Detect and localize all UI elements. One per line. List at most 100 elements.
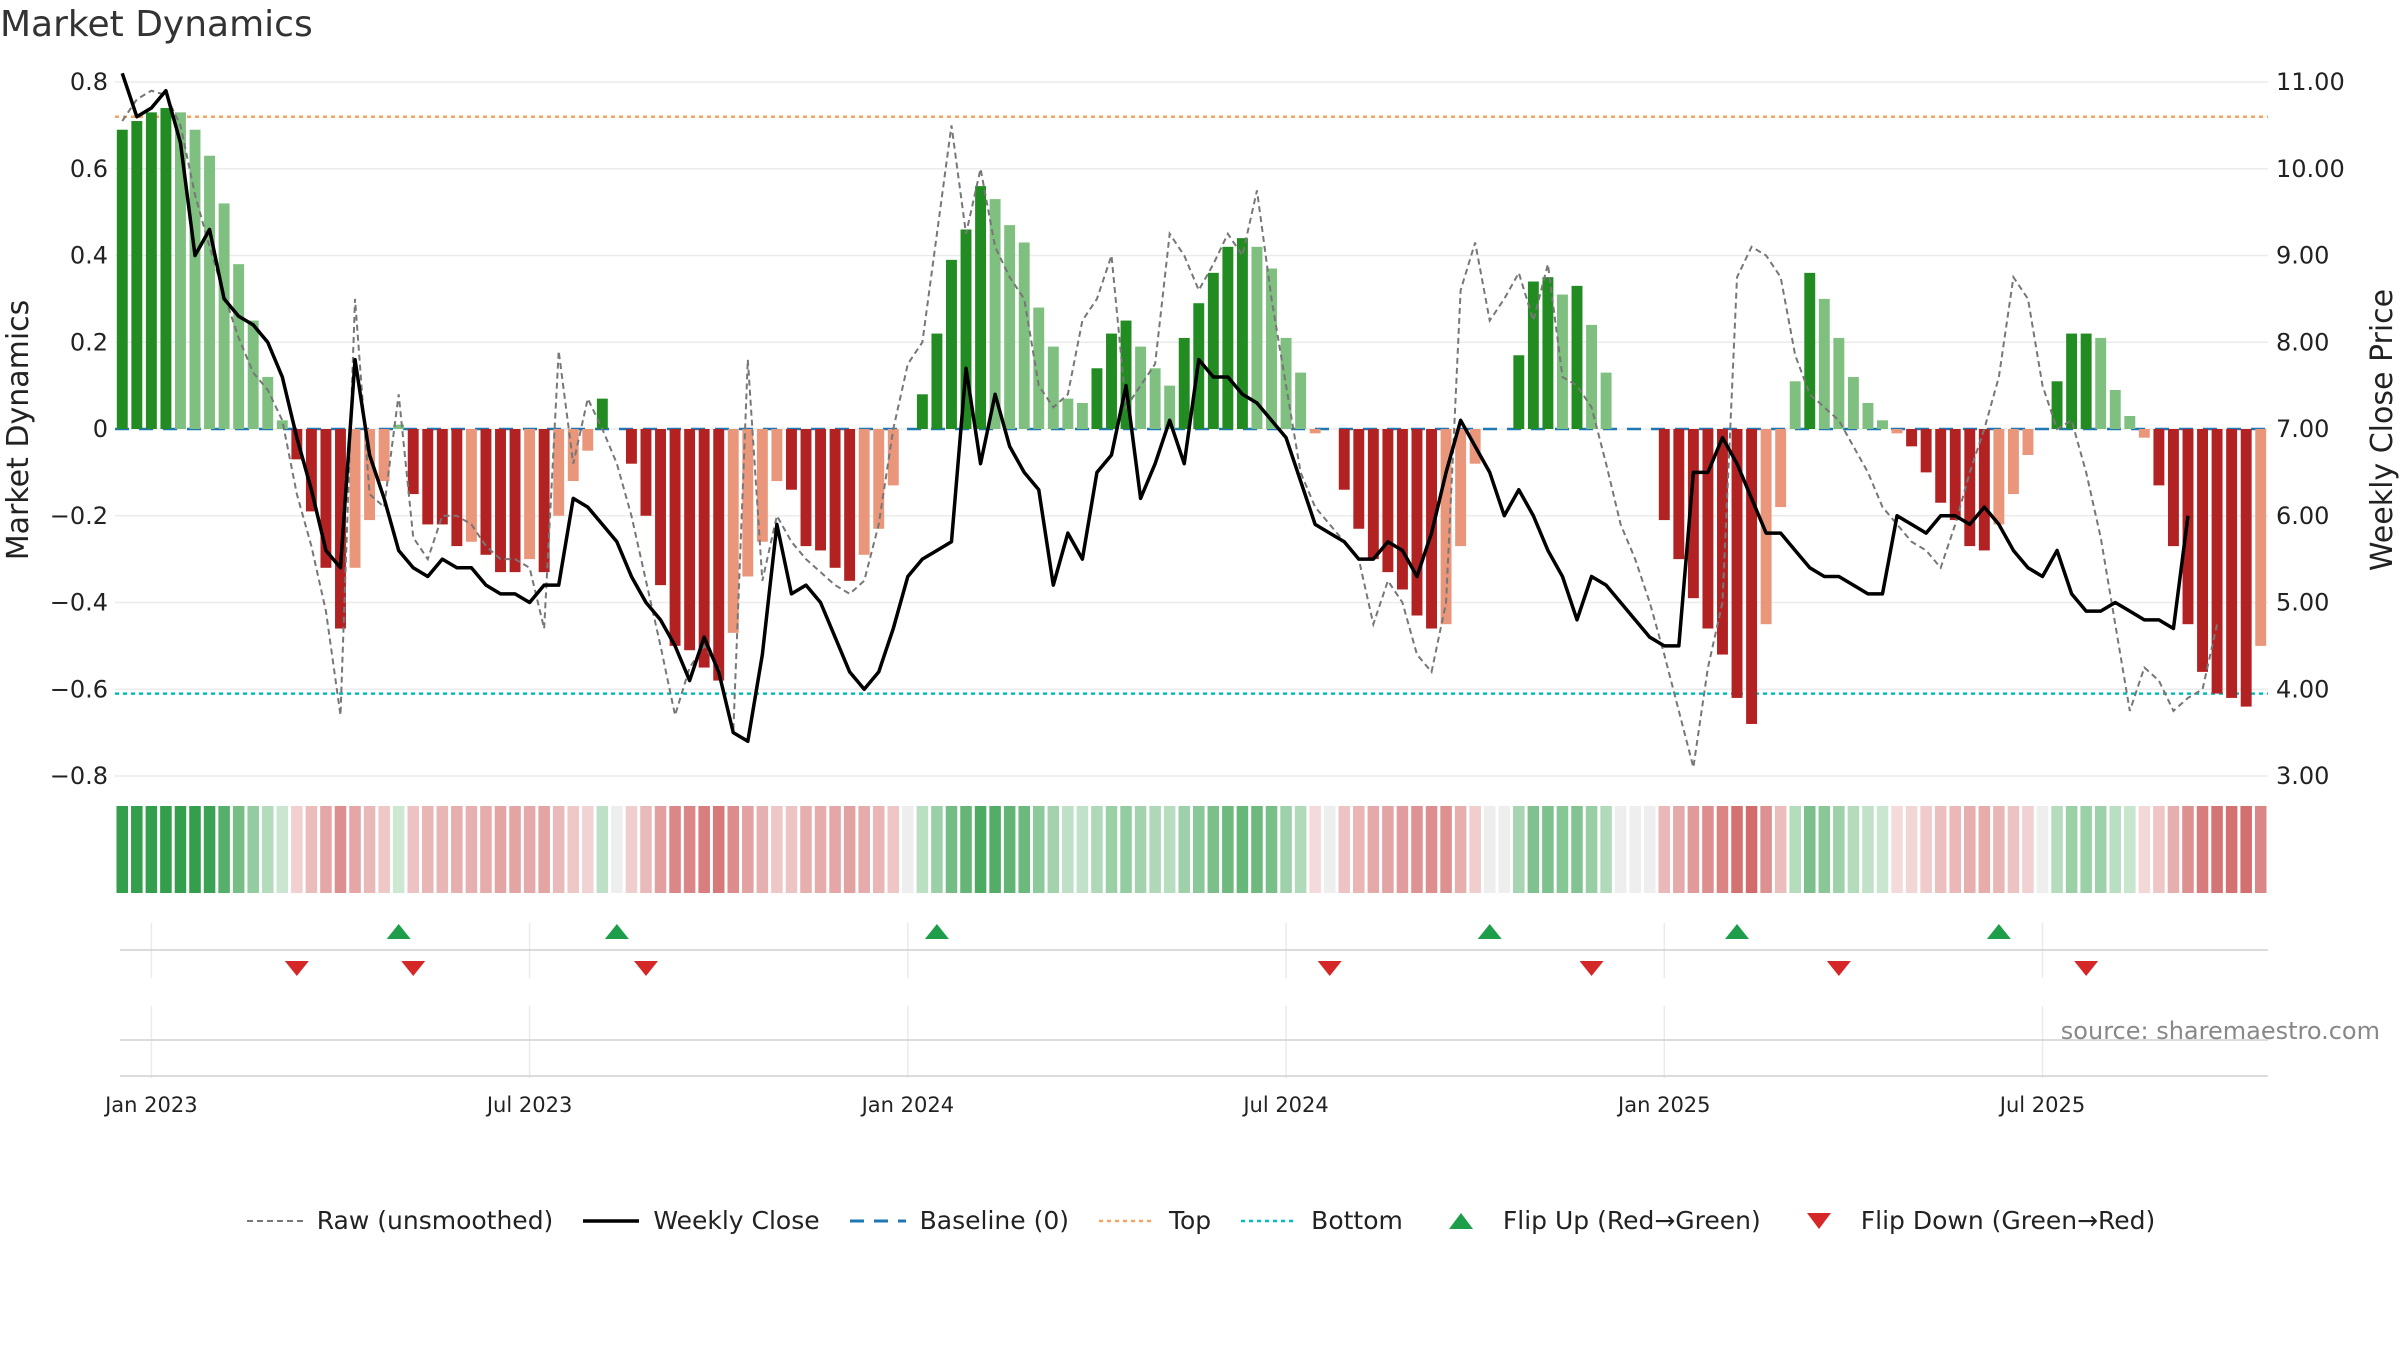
y2-tick-label: 11.00 [2276,68,2345,96]
dynamics-bar [1877,420,1888,429]
regime-cell [1149,806,1161,893]
y2-axis-label: Weekly Close Price [2365,289,2400,571]
regime-cell [2225,806,2238,893]
legend-label: Flip Up (Red→Green) [1502,1206,1761,1235]
dynamics-bar [1382,429,1394,573]
dynamics-bar [465,429,477,542]
regime-cell [1120,806,1132,893]
regime-cell [1411,806,1423,893]
regime-cell [2080,806,2092,893]
y2-tick-label: 6.00 [2276,502,2329,530]
regime-cell [974,806,987,893]
flip-down-marker [633,961,658,976]
flip-up-marker [1986,924,2011,939]
regime-cell [1702,806,1714,893]
regime-cell [465,806,478,893]
regime-cell [2007,806,2020,893]
regime-cell [378,806,390,893]
flip-down-icon [1806,1212,1831,1229]
regime-cell [1556,806,1569,893]
lines [120,72,2219,768]
dynamics-bar [1164,385,1176,429]
dynamics-bar [1687,429,1699,599]
regime-cell [1236,806,1249,893]
regime-cell [843,806,856,893]
regime-cell [1396,806,1409,893]
regime-cell [1178,806,1190,893]
dynamics-bar [1120,320,1132,429]
dynamics-bar [1949,429,1961,521]
dynamics-bar [538,429,550,573]
regime-cell [2036,806,2049,893]
dynamics-bar [1207,272,1219,429]
regime-cell [1280,806,1292,893]
regime-cell [1585,806,1598,893]
dynamics-bar [1004,225,1016,429]
regime-cell [1600,806,1612,893]
y-axis-label: Market Dynamics [1,300,36,561]
gridlines [115,81,2268,1078]
regime-cell [611,806,623,893]
y-tick-label: 0 [93,415,108,443]
regime-cell [1323,806,1336,893]
dynamics-bar [1600,372,1612,429]
regime-cell [1440,806,1452,893]
dynamics-bar [349,429,361,568]
y-tick-label: 0.8 [70,68,108,96]
regime-cell [480,806,492,893]
dynamics-bar [422,429,434,525]
y-tick-label: −0.4 [50,589,108,617]
regime-cell [2109,806,2122,893]
regime-cell [742,806,754,893]
dynamics-bar [2109,389,2121,429]
dynamics-bar [684,429,696,651]
dynamics-bar [975,186,987,429]
legend-label: Baseline (0) [919,1206,1069,1235]
y2-tick-label: 9.00 [2276,242,2329,270]
flip-up-marker [1477,924,1502,939]
dynamics-bar [1760,429,1772,625]
baseline-swatch [849,1219,906,1222]
bottom-swatch [1241,1219,1298,1222]
dynamics-bar [2095,337,2107,429]
regime-cell [916,806,929,893]
x-tick-label: Jul 2024 [1241,1093,1328,1117]
dynamics-bar [2211,429,2223,694]
regime-cell [421,806,434,893]
regime-cell [1818,806,1831,893]
dynamics-bar [756,429,768,542]
dynamics-bar [407,429,419,495]
regime-cell [2196,806,2209,893]
regime-cell [1745,806,1758,893]
dynamics-bar [844,429,856,581]
regime-cell [625,806,638,893]
legend-item-baseline: Baseline (0) [848,1206,1069,1235]
x-tick-label: Jan 2025 [1616,1093,1711,1117]
dynamics-bar [1135,346,1147,429]
dynamics-bar [1280,337,1292,429]
regime-cell [1032,806,1045,893]
flip_up-swatch [1448,1212,1473,1229]
flip-up-icon [1448,1212,1473,1229]
regime-cell [902,806,914,893]
dynamics-bar [785,429,797,490]
regime-cell [1571,806,1583,893]
regime-cell [814,806,827,893]
regime-cell [1498,806,1511,893]
regime-cell [1251,806,1263,893]
regime-cell [596,806,609,893]
regime-cell [1774,806,1787,893]
regime-cell [1993,806,2005,893]
legend-item-raw: Raw (unsmoothed) [245,1206,553,1235]
regime-cell [145,806,158,893]
dynamics-bar [1047,346,1059,429]
legend-label: Flip Down (Green→Red) [1860,1206,2156,1235]
regime-cell [800,806,812,893]
regime-cell [1847,806,1860,893]
regime-cell [771,806,783,893]
y-tick-label: 0.2 [70,328,108,356]
y2-tick-label: 8.00 [2276,328,2329,356]
dynamics-bar [1717,429,1728,655]
dynamics-bar [2124,415,2136,429]
dynamics-bar [1673,429,1685,560]
